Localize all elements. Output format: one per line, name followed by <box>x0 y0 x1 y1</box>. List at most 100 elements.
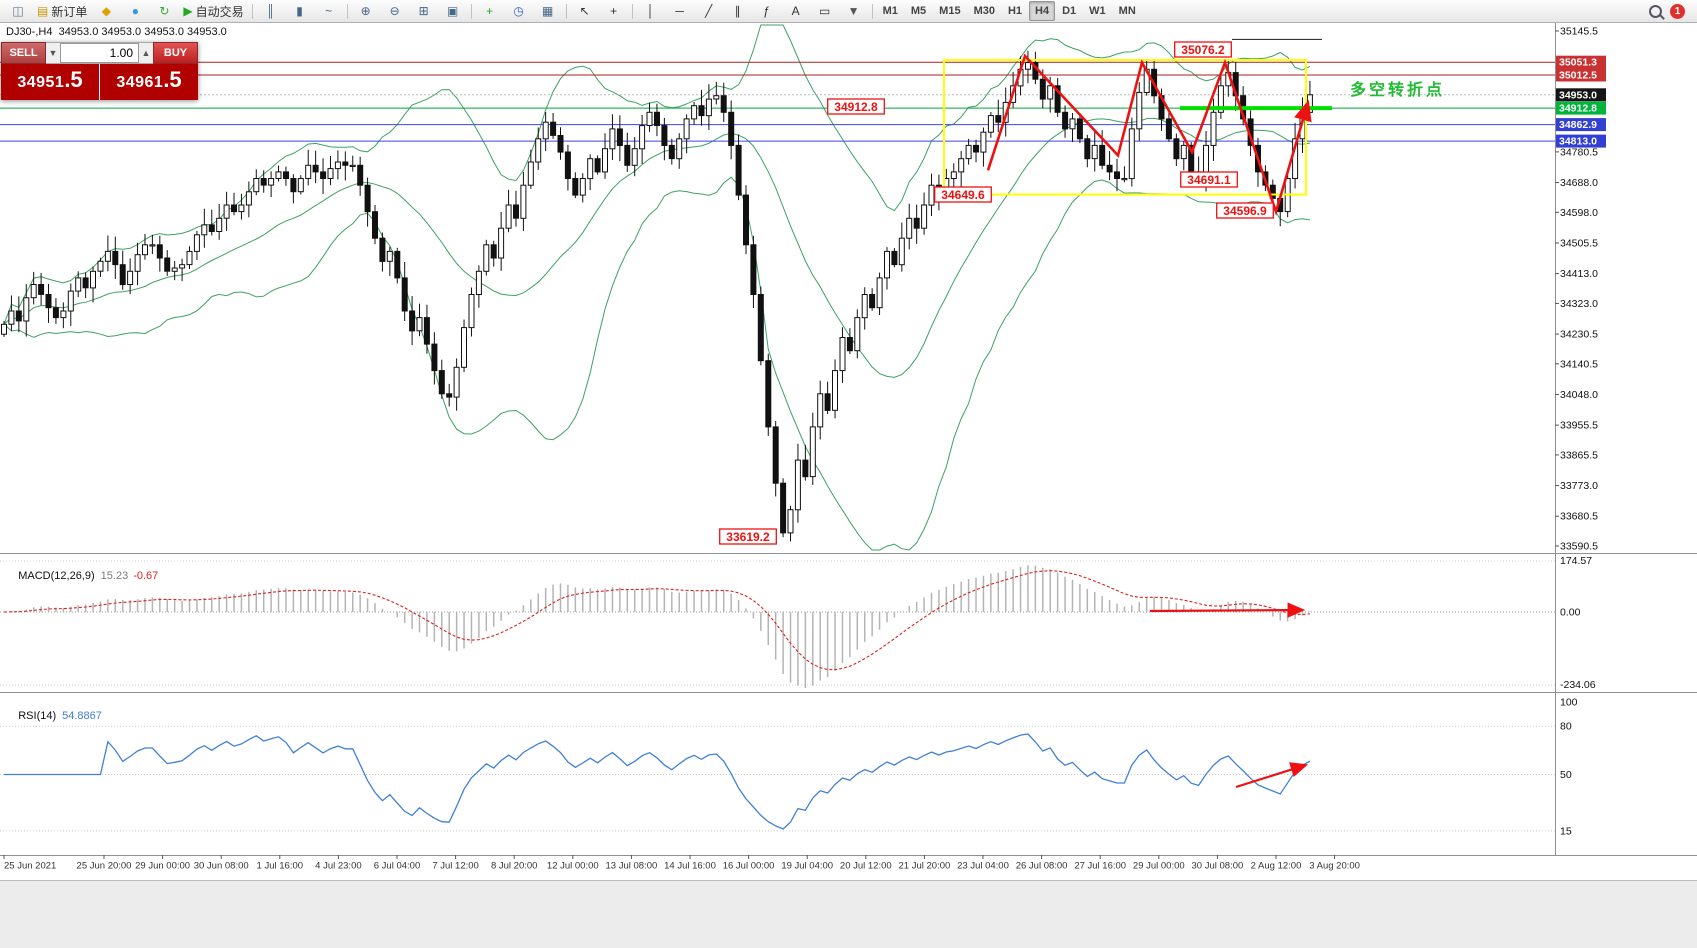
shapes-icon[interactable]: ▼ <box>840 1 868 22</box>
grid-icon[interactable]: ⊞ <box>410 1 438 22</box>
zoom-out-icon[interactable]: ⊖ <box>381 1 409 22</box>
toolbar-right: 1 <box>1649 3 1693 19</box>
svg-text:34691.1: 34691.1 <box>1187 173 1231 187</box>
svg-text:29 Jul 00:00: 29 Jul 00:00 <box>1133 861 1185 872</box>
volume-decrease-button[interactable]: ▼ <box>48 48 58 58</box>
svg-text:34413.0: 34413.0 <box>1560 268 1598 280</box>
community-icon[interactable]: ● <box>121 1 149 22</box>
vertical-line-icon[interactable]: │ <box>637 1 665 22</box>
svg-text:34649.6: 34649.6 <box>941 188 985 202</box>
line-chart-icon[interactable]: ~ <box>315 1 343 22</box>
fibonacci-icon[interactable]: ƒ <box>753 1 781 22</box>
svg-text:多空转折点: 多空转折点 <box>1350 80 1445 99</box>
svg-text:35145.5: 35145.5 <box>1560 26 1598 38</box>
trendline-icon[interactable]: ╱ <box>695 1 723 22</box>
refresh-icon[interactable]: ↻ <box>150 1 178 22</box>
svg-text:34048.0: 34048.0 <box>1560 389 1598 401</box>
svg-text:29 Jun 00:00: 29 Jun 00:00 <box>135 861 190 872</box>
svg-text:80: 80 <box>1560 721 1572 733</box>
timeframe-m15[interactable]: M15 <box>939 5 961 17</box>
trade-prices-row: 34951.5 34961.5 <box>1 64 198 100</box>
svg-text:34813.0: 34813.0 <box>1559 136 1597 148</box>
timeframe-m30[interactable]: M30 <box>973 5 995 17</box>
chart-window-icon[interactable]: ◫ <box>4 1 32 22</box>
toolbar-separator <box>565 3 567 19</box>
notification-badge[interactable]: 1 <box>1670 3 1685 19</box>
horizontal-line-icon[interactable]: ─ <box>666 1 694 22</box>
svg-text:21 Jul 20:00: 21 Jul 20:00 <box>899 861 951 872</box>
add-indicator-icon[interactable]: + <box>476 1 504 22</box>
svg-text:0.00: 0.00 <box>1560 607 1581 619</box>
sell-price[interactable]: 34951.5 <box>1 64 99 100</box>
search-icon[interactable] <box>1649 4 1662 18</box>
chart-shift-icon: ▦ <box>541 4 554 18</box>
sell-button[interactable]: SELL <box>1 42 46 64</box>
auto-trading-icon: ▶ <box>183 4 193 18</box>
svg-text:33680.5: 33680.5 <box>1560 511 1598 523</box>
candlestick-chart-icon[interactable]: ▮ <box>286 1 314 22</box>
text-tool-icon[interactable]: A <box>782 1 810 22</box>
line-chart-icon: ~ <box>325 4 333 18</box>
timeframe-m1[interactable]: M1 <box>882 5 898 17</box>
svg-text:34862.9: 34862.9 <box>1559 119 1597 131</box>
pane-borders <box>0 23 1697 856</box>
svg-text:15: 15 <box>1560 825 1572 837</box>
svg-text:25 Jun 20:00: 25 Jun 20:00 <box>77 861 132 872</box>
timeframe-d1[interactable]: D1 <box>1062 5 1077 17</box>
time-axis[interactable]: 25 Jun 2021 25 Jun 20:00 29 Jun 00:00 30 Ju… <box>3 855 1360 872</box>
volume-stepper: ▼ ▲ <box>46 42 153 64</box>
svg-text:35051.3: 35051.3 <box>1559 57 1597 69</box>
chart-canvas[interactable]: 25 Jun 2021 25 Jun 20:00 29 Jun 00:00 30 Ju… <box>0 23 1697 880</box>
shapes-icon: ▼ <box>847 4 860 18</box>
chart-symbol-header: DJ30-,H4 34953.0 34953.0 34953.0 34953.0 <box>6 26 227 38</box>
rsi-indicator-header: RSI(14) 54.8867 <box>6 698 102 734</box>
zoom-in-icon[interactable]: ⊕ <box>352 1 380 22</box>
new-order-button[interactable]: ▤ 新订单 <box>33 1 91 22</box>
timeframe-buttons: M1 M5 M15 M30 H1 H4 D1 W1 MN <box>877 1 1142 21</box>
timeframe-m5[interactable]: M5 <box>910 5 927 17</box>
toolbar-items: ◫ ▤ 新订单 ◆ ● ↻ ▶ 自动交易 ║ ▮ ~ ⊕ ⊖ ⊞ ▣ + ◷ ▦ ↖ + │ ─ ╱ ∥ ƒ A ▭ ▼ <box>4 1 876 22</box>
rsi-name: RSI(14) <box>18 710 57 722</box>
bar-chart-icon[interactable]: ║ <box>257 1 285 22</box>
horizontal-level-lines[interactable] <box>0 61 1555 142</box>
arrow-label-icon[interactable]: ▭ <box>811 1 839 22</box>
zoom-in-icon: ⊕ <box>360 4 371 18</box>
sell-price-main: 34951 <box>17 74 65 91</box>
rsi-value: 54.8867 <box>62 710 102 722</box>
volume-increase-button[interactable]: ▲ <box>141 48 151 58</box>
macd-indicator-header: MACD(12,26,9) 15.23 -0.67 <box>6 558 158 594</box>
auto-trading-button[interactable]: ▶ 自动交易 <box>179 1 247 22</box>
buy-price-main: 34961 <box>116 74 164 91</box>
equidistant-channel-icon[interactable]: ∥ <box>724 1 752 22</box>
equidistant-channel-icon: ∥ <box>734 4 741 18</box>
svg-text:27 Jul 16:00: 27 Jul 16:00 <box>1074 861 1126 872</box>
period-clock-icon[interactable]: ◷ <box>505 1 533 22</box>
price-scale[interactable]: 35145.5 34780.5 34688.0 34598.0 34505.5 34413… <box>1555 26 1606 838</box>
chart-shift-icon[interactable]: ▦ <box>534 1 562 22</box>
svg-text:14 Jul 16:00: 14 Jul 16:00 <box>664 861 716 872</box>
horizontal-line-icon: ─ <box>675 4 684 18</box>
volume-input[interactable] <box>60 43 139 63</box>
timeframe-w1[interactable]: W1 <box>1089 5 1106 17</box>
bar-chart-icon: ║ <box>266 4 275 18</box>
crosshair-icon: + <box>610 4 618 18</box>
timeframe-mn[interactable]: MN <box>1118 5 1136 17</box>
buy-button[interactable]: BUY <box>153 42 198 64</box>
trade-controls-row: SELL ▼ ▲ BUY <box>1 42 198 64</box>
zoom-out-icon: ⊖ <box>389 4 400 18</box>
svg-text:34688.0: 34688.0 <box>1560 177 1598 189</box>
tile-windows-icon[interactable]: ▣ <box>439 1 467 22</box>
crosshair-icon[interactable]: + <box>600 1 628 22</box>
svg-text:33773.0: 33773.0 <box>1560 480 1598 492</box>
macd-value-main: 15.23 <box>100 570 129 582</box>
svg-text:34596.9: 34596.9 <box>1223 204 1267 218</box>
cursor-icon[interactable]: ↖ <box>571 1 599 22</box>
compass-icon[interactable]: ◆ <box>92 1 120 22</box>
refresh-icon: ↻ <box>159 4 170 18</box>
timeframe-h1[interactable]: H1 <box>1007 5 1023 17</box>
one-click-trading-panel: SELL ▼ ▲ BUY 34951.5 34961.5 <box>1 42 198 100</box>
buy-price[interactable]: 34961.5 <box>100 64 198 100</box>
svg-text:26 Jul 08:00: 26 Jul 08:00 <box>1016 861 1068 872</box>
timeframe-h4[interactable]: H4 <box>1029 1 1056 21</box>
